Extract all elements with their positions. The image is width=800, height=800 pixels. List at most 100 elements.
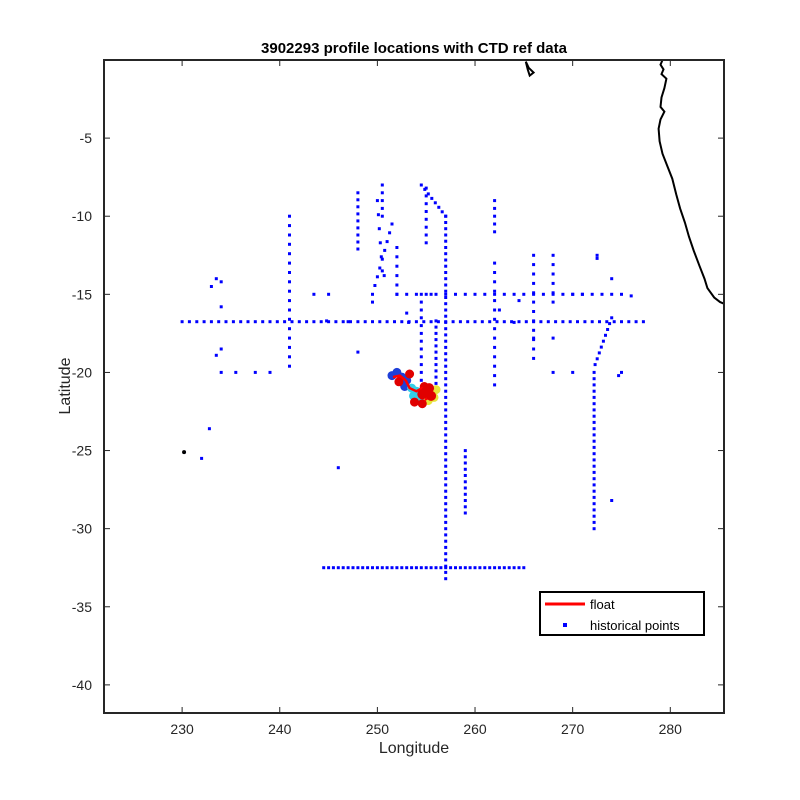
historical-point bbox=[319, 320, 323, 324]
historical-point bbox=[583, 320, 587, 324]
historical-point bbox=[449, 566, 453, 570]
historical-point bbox=[363, 320, 367, 324]
historical-point bbox=[246, 320, 250, 324]
historical-point bbox=[390, 222, 394, 226]
historical-point bbox=[473, 292, 477, 296]
historical-point bbox=[400, 320, 404, 324]
historical-point bbox=[620, 320, 623, 324]
historical-point bbox=[599, 345, 603, 349]
historical-point bbox=[356, 191, 360, 195]
historical-point bbox=[493, 299, 497, 303]
historical-point bbox=[424, 210, 428, 213]
historical-point bbox=[495, 320, 499, 324]
historical-point bbox=[592, 408, 596, 412]
historical-point bbox=[444, 577, 448, 581]
historical-point bbox=[493, 206, 497, 210]
historical-point bbox=[209, 285, 213, 288]
historical-point bbox=[502, 320, 506, 324]
historical-point bbox=[410, 566, 414, 570]
historical-point bbox=[444, 271, 448, 274]
historical-point bbox=[419, 292, 423, 296]
historical-point bbox=[493, 289, 497, 293]
historical-point bbox=[419, 316, 423, 320]
historical-point bbox=[327, 292, 331, 296]
float-profile-point bbox=[405, 369, 415, 379]
historical-point bbox=[592, 370, 596, 374]
historical-point bbox=[620, 370, 623, 374]
historical-point bbox=[444, 283, 448, 287]
historical-point bbox=[180, 320, 184, 324]
historical-point bbox=[430, 196, 434, 200]
historical-point bbox=[502, 566, 506, 570]
historical-points-layer bbox=[180, 183, 645, 581]
historical-point bbox=[493, 230, 497, 234]
historical-point bbox=[202, 320, 206, 324]
float-profile-point bbox=[394, 377, 404, 387]
x-tick-label: 230 bbox=[170, 721, 194, 737]
historical-point bbox=[434, 344, 438, 348]
historical-point bbox=[383, 248, 387, 252]
historical-point bbox=[375, 275, 379, 279]
float-profile-point bbox=[410, 397, 419, 407]
historical-point bbox=[592, 527, 596, 531]
historical-point bbox=[393, 320, 396, 324]
float-end-point bbox=[424, 383, 435, 394]
historical-point bbox=[268, 320, 272, 324]
historical-point bbox=[493, 222, 497, 226]
historical-point bbox=[288, 327, 291, 331]
historical-point bbox=[444, 308, 448, 312]
historical-point bbox=[592, 483, 596, 487]
historical-point bbox=[444, 458, 448, 462]
historical-point bbox=[463, 566, 467, 570]
historical-point bbox=[539, 320, 543, 324]
historical-point bbox=[424, 194, 428, 198]
y-tick-label: -15 bbox=[72, 286, 92, 302]
historical-point bbox=[405, 311, 409, 315]
historical-point bbox=[380, 566, 384, 570]
historical-point bbox=[395, 264, 399, 268]
historical-point bbox=[239, 320, 243, 324]
historical-point bbox=[419, 183, 423, 187]
historical-point bbox=[592, 520, 596, 524]
historical-point bbox=[444, 564, 448, 568]
y-tick-label: -20 bbox=[72, 364, 92, 380]
historical-point bbox=[517, 320, 521, 324]
historical-point bbox=[325, 319, 329, 323]
historical-point bbox=[444, 514, 448, 518]
historical-point bbox=[522, 292, 526, 296]
historical-point bbox=[612, 320, 616, 324]
historical-point bbox=[434, 381, 438, 385]
historical-point bbox=[336, 566, 340, 570]
historical-point bbox=[551, 253, 555, 257]
historical-point bbox=[440, 210, 444, 214]
historical-point bbox=[419, 300, 423, 304]
y-tick-label: -30 bbox=[72, 521, 92, 537]
historical-point bbox=[434, 325, 438, 329]
legend-historical-label: historical points bbox=[590, 618, 680, 633]
historical-point bbox=[458, 320, 462, 324]
historical-point bbox=[219, 347, 223, 351]
historical-point bbox=[532, 281, 536, 285]
historical-point bbox=[493, 308, 497, 312]
historical-point bbox=[592, 508, 596, 512]
historical-point bbox=[444, 539, 448, 543]
historical-point bbox=[444, 483, 448, 487]
historical-point bbox=[419, 370, 423, 374]
historical-point bbox=[434, 375, 438, 379]
historical-point bbox=[507, 566, 511, 570]
historical-point bbox=[288, 364, 291, 368]
legend: float historical points bbox=[539, 591, 705, 636]
historical-point bbox=[253, 370, 257, 374]
x-tick-label: 240 bbox=[268, 721, 292, 737]
historical-point bbox=[361, 566, 365, 570]
historical-point bbox=[288, 336, 291, 340]
historical-point bbox=[444, 395, 448, 399]
historical-point bbox=[288, 261, 291, 265]
historical-point bbox=[580, 292, 584, 296]
historical-point bbox=[463, 492, 467, 496]
historical-point bbox=[200, 456, 204, 460]
historical-point bbox=[327, 566, 331, 570]
historical-point bbox=[444, 489, 448, 493]
historical-point bbox=[483, 292, 487, 296]
historical-point bbox=[444, 427, 448, 431]
